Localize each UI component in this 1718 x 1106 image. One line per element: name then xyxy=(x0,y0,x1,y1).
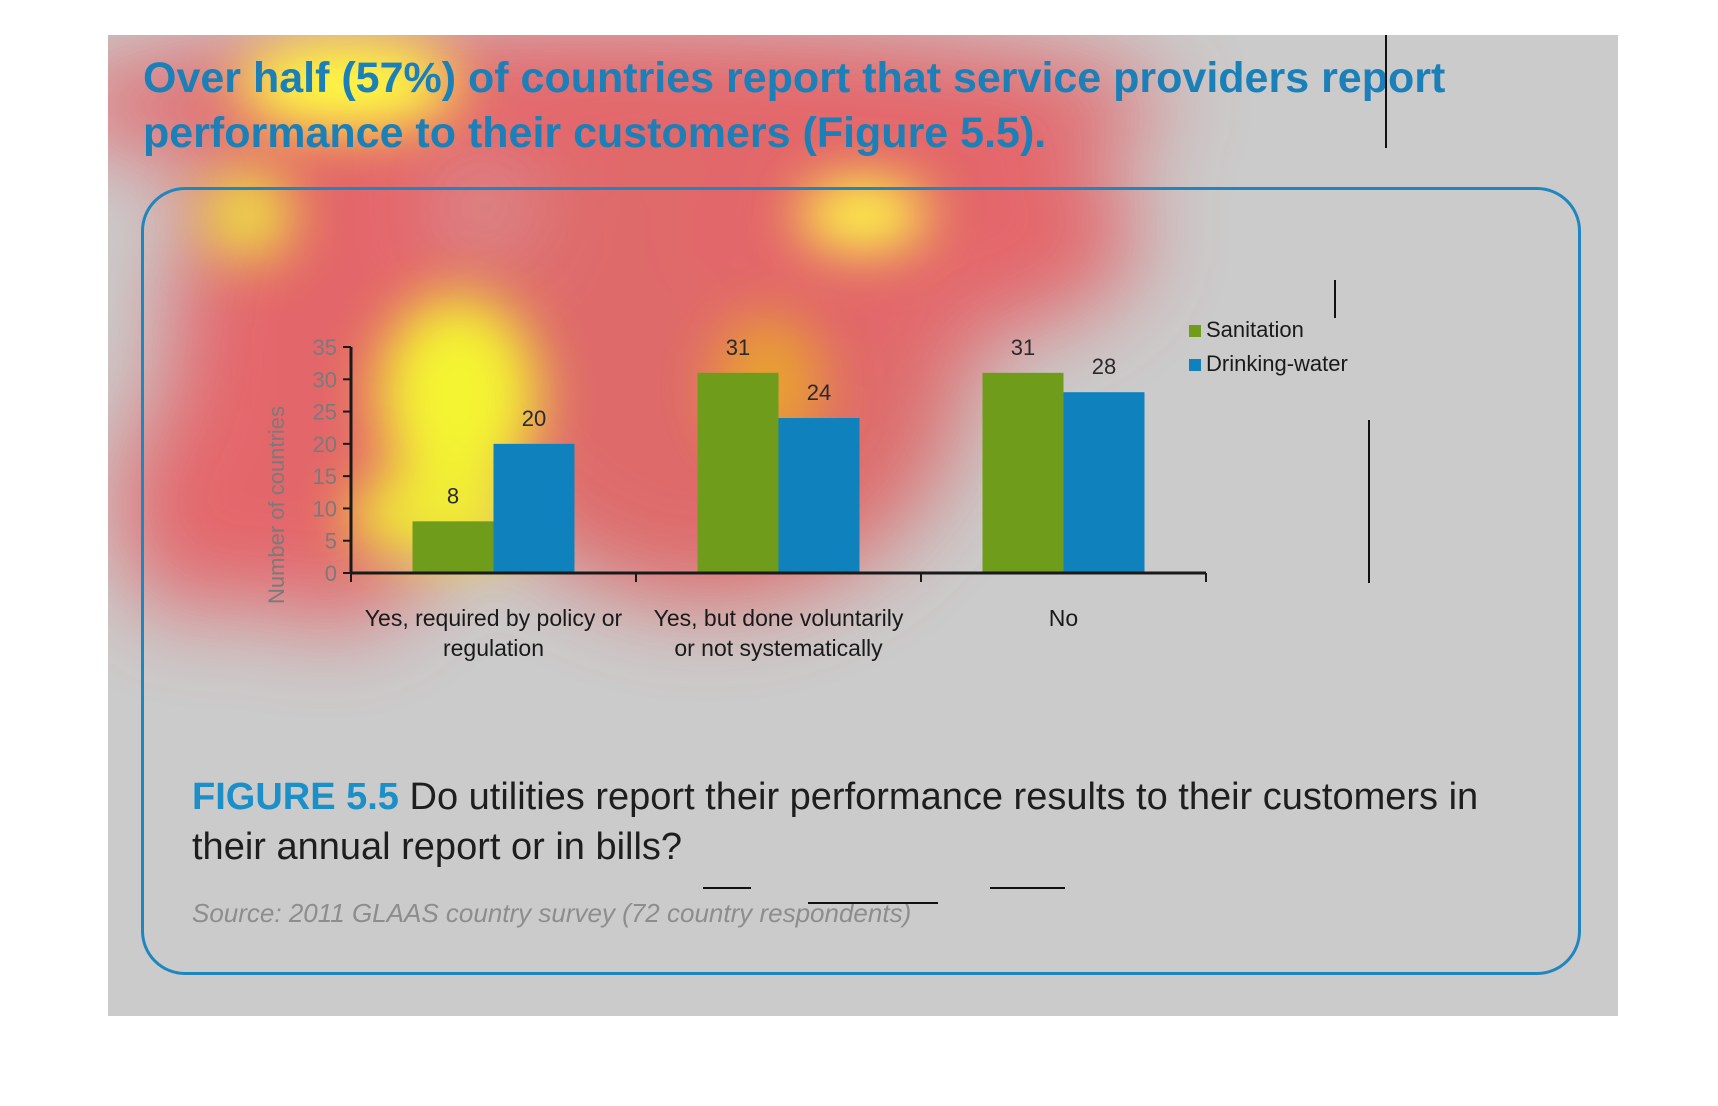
divider-line xyxy=(1334,280,1336,318)
data-label: 28 xyxy=(1092,354,1116,379)
legend-label: Drinking-water xyxy=(1206,351,1348,376)
y-tick-label: 25 xyxy=(313,400,337,425)
divider-line xyxy=(703,887,751,889)
divider-line xyxy=(1368,420,1370,583)
data-label: 31 xyxy=(1011,335,1035,360)
attention-heatmap xyxy=(108,35,1168,625)
legend: Sanitation Drinking-water xyxy=(1189,317,1348,376)
y-axis: 0 5 10 15 20 25 30 35 xyxy=(313,335,353,586)
y-tick-label: 10 xyxy=(313,496,337,521)
y-axis-label: Number of countries xyxy=(264,406,289,604)
legend-swatch xyxy=(1189,325,1201,337)
legend-label: Sanitation xyxy=(1206,317,1304,342)
data-label: 24 xyxy=(807,380,831,405)
figure-source: Source: 2011 GLAAS country survey (72 co… xyxy=(192,898,912,928)
figure-label: FIGURE 5.5 xyxy=(192,776,399,818)
y-tick-label: 15 xyxy=(313,464,337,489)
bars: 8 20 31 24 31 28 xyxy=(412,335,1145,572)
bar-sanitation xyxy=(982,372,1064,572)
slide: Over half (57%) of countries report that… xyxy=(108,35,1618,1016)
bar-sanitation xyxy=(697,372,779,572)
data-label: 20 xyxy=(522,406,546,431)
y-tick-label: 5 xyxy=(325,529,337,554)
divider-line xyxy=(1385,35,1387,148)
bar-drinking-water xyxy=(493,443,575,572)
figure-panel: 0 5 10 15 20 25 30 35 Yes, required by policy o… xyxy=(141,187,1581,975)
y-tick-label: 35 xyxy=(313,335,337,360)
headline: Over half (57%) of countries report that… xyxy=(143,54,1446,157)
y-tick-label: 30 xyxy=(313,367,337,392)
divider-line xyxy=(990,887,1065,889)
y-tick-label: 20 xyxy=(313,432,337,457)
data-label: 31 xyxy=(726,335,750,360)
data-label: 8 xyxy=(447,483,459,508)
y-tick-label: 0 xyxy=(325,561,337,586)
bar-drinking-water xyxy=(778,418,860,572)
x-axis: Yes, required by policy or regulation Yes,… xyxy=(350,571,1207,661)
divider-line xyxy=(808,902,938,904)
bar-chart: 0 5 10 15 20 25 30 35 Yes, required by policy o… xyxy=(264,317,1348,661)
x-category-label: or not systematically xyxy=(674,635,883,661)
figure-caption: FIGURE 5.5 Do utilities report their per… xyxy=(192,772,1552,872)
bar-sanitation xyxy=(412,521,494,572)
figure-caption-text: Do utilities report their performance re… xyxy=(192,776,1479,868)
x-category-label: No xyxy=(1049,605,1078,631)
x-category-label: regulation xyxy=(443,635,544,661)
x-category-label: Yes, required by policy or xyxy=(365,605,623,631)
legend-swatch xyxy=(1189,359,1201,371)
bar-drinking-water xyxy=(1063,392,1145,572)
x-category-label: Yes, but done voluntarily xyxy=(654,605,904,631)
